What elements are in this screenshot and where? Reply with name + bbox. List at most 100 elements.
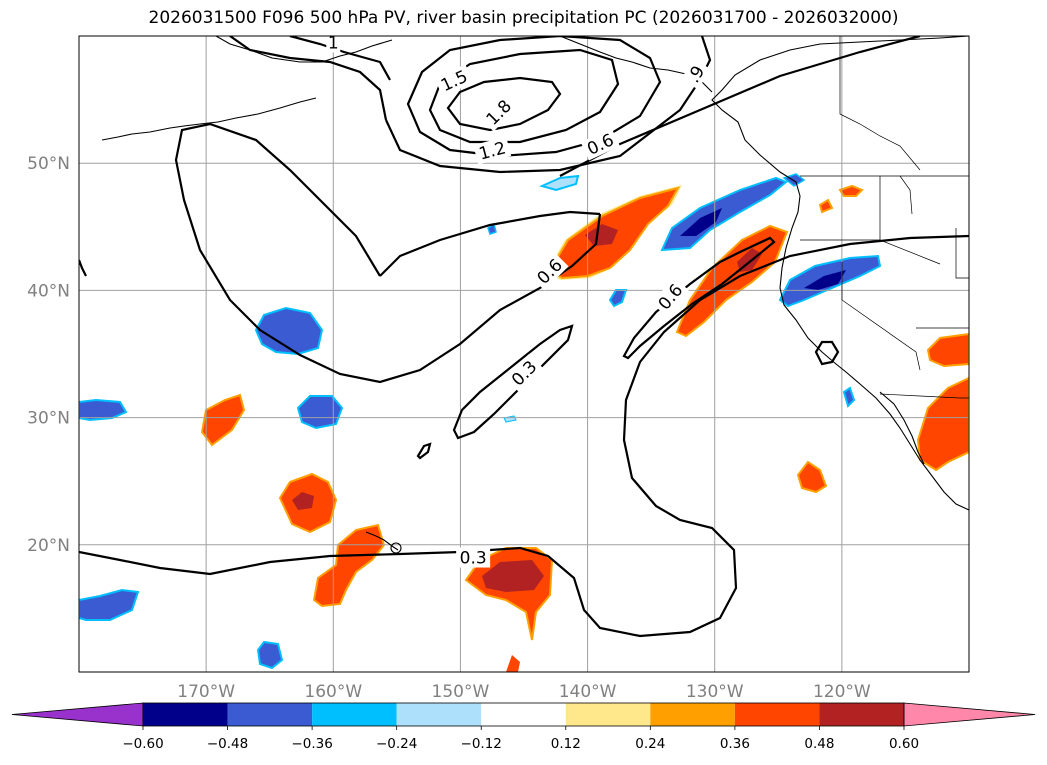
pv-contour-1.5 bbox=[428, 48, 620, 144]
lon-tick-label: 160°W bbox=[304, 682, 362, 702]
coastline-baja bbox=[879, 391, 925, 465]
island-hawaii bbox=[390, 542, 402, 554]
pv-contour-label: 0.3 bbox=[456, 547, 491, 569]
colorbar-tick-label: −0.36 bbox=[291, 736, 332, 752]
border-state bbox=[899, 175, 913, 215]
anomaly-area bbox=[804, 270, 846, 290]
pv-contour-small bbox=[814, 340, 840, 366]
anomaly-area bbox=[842, 386, 856, 408]
coastline-aleutians bbox=[101, 97, 317, 141]
anomaly-area bbox=[296, 395, 344, 430]
colorbar-segment bbox=[734, 703, 820, 726]
gridlines bbox=[79, 36, 969, 672]
chart-title: 2026031500 F096 500 hPa PV, river basin … bbox=[148, 8, 899, 28]
anomaly-area bbox=[200, 393, 246, 447]
border-alaska-canada bbox=[839, 36, 921, 171]
colorbar-segment bbox=[650, 703, 735, 726]
anomaly-area bbox=[608, 289, 628, 308]
pv-contour-label: .9 bbox=[680, 58, 711, 90]
lon-tick-label: 140°W bbox=[559, 682, 617, 702]
pv-contour-label-bg bbox=[326, 32, 341, 53]
pv-contour-label-bg bbox=[680, 58, 711, 90]
colorbar-tick-label: 0.48 bbox=[804, 736, 834, 752]
pv-contour-label-bg bbox=[530, 252, 569, 291]
pv-contour-0.6-closed bbox=[174, 122, 602, 384]
colorbar: −0.60 −0.48 −0.36 −0.24 −0.12 0.12 0.24 0.36 0.4… bbox=[11, 702, 1036, 752]
anomaly-area bbox=[79, 588, 140, 621]
anomaly-area bbox=[312, 523, 386, 608]
pv-contour-label: 1.2 bbox=[473, 136, 512, 165]
pv-contour-0.3 bbox=[452, 324, 574, 440]
colorbar-tick-label: −0.24 bbox=[376, 736, 417, 752]
pv-contour-label-bg bbox=[504, 353, 544, 393]
anomaly-area bbox=[506, 655, 520, 672]
coastline-north-america bbox=[711, 36, 969, 511]
border-us-mexico bbox=[879, 393, 969, 399]
anomaly-area bbox=[292, 492, 314, 510]
anomaly-area bbox=[482, 560, 544, 592]
anomaly-area bbox=[585, 224, 618, 246]
border-state bbox=[955, 228, 969, 279]
pv-contour-1.8 bbox=[446, 76, 562, 132]
colorbar-tick-label: −0.60 bbox=[122, 736, 163, 752]
lon-tick-label: 150°W bbox=[432, 682, 490, 702]
negative-anomaly-areas bbox=[79, 173, 882, 670]
coastline-alaska-peninsula bbox=[215, 36, 393, 63]
colorbar-extend-max bbox=[903, 702, 1036, 727]
pv-contour-label-bg bbox=[473, 136, 512, 165]
pv-contour-label-text: 0.3 bbox=[460, 549, 487, 569]
colorbar-segment bbox=[312, 703, 397, 726]
colorbar-tick-label: −0.48 bbox=[207, 736, 248, 752]
anomaly-area bbox=[79, 398, 128, 422]
colorbar-tick-label: 0.60 bbox=[889, 736, 919, 752]
lat-tick-label: 30°N bbox=[27, 409, 70, 429]
pv-contour-small bbox=[416, 442, 432, 460]
pv-contour-label-bg bbox=[580, 127, 620, 161]
pv-contour-0.3 bbox=[79, 234, 969, 638]
lat-tick-label: 50°N bbox=[27, 154, 70, 174]
colorbar-segment bbox=[396, 703, 482, 726]
pv-contour-label-bg bbox=[456, 547, 491, 568]
pv-contour-1.2 bbox=[406, 36, 662, 158]
anomaly-area bbox=[818, 198, 834, 214]
pv-contour-label-bg bbox=[479, 93, 518, 132]
lon-tick-label: 130°W bbox=[686, 682, 744, 702]
anomaly-area bbox=[926, 332, 969, 368]
anomaly-area bbox=[503, 415, 517, 423]
border-state bbox=[879, 176, 941, 265]
anomaly-area bbox=[254, 306, 324, 356]
precip-anomaly-fills bbox=[79, 173, 969, 672]
pv-contour-label: 1.5 bbox=[434, 64, 474, 97]
map-frame bbox=[78, 35, 970, 673]
pv-contour-label-bg bbox=[434, 64, 474, 97]
pv-contour-label: 1 bbox=[326, 32, 341, 53]
pv-contours bbox=[79, 36, 969, 638]
pv-contour-0.6 bbox=[379, 210, 601, 277]
pv-contour-0.3-tail bbox=[79, 259, 87, 277]
pv-contour-label-bg bbox=[651, 277, 689, 317]
anomaly-area bbox=[916, 376, 969, 472]
lon-tick-label: 120°W bbox=[813, 682, 871, 702]
colorbar-frame bbox=[142, 702, 905, 727]
colorbar-tick-label: 0.36 bbox=[720, 736, 750, 752]
colorbar-tick-label: 0.12 bbox=[551, 736, 581, 752]
colorbar-tick-label: 0.24 bbox=[635, 736, 665, 752]
anomaly-area bbox=[680, 208, 722, 236]
colorbar-tick-label: −0.12 bbox=[461, 736, 502, 752]
colorbar-segment bbox=[143, 703, 228, 726]
colorbar-extend-min bbox=[11, 702, 144, 727]
anomaly-area bbox=[256, 640, 284, 670]
anomaly-area bbox=[838, 184, 864, 197]
border-state bbox=[841, 262, 921, 371]
pv-contour-label: 0.3 bbox=[504, 353, 544, 393]
colorbar-segment bbox=[565, 703, 651, 726]
pv-contour-0.9 bbox=[229, 36, 388, 121]
colorbar-segment bbox=[227, 703, 313, 726]
pv-contour-label-text: 1 bbox=[328, 33, 339, 53]
lon-tick-label: 170°W bbox=[177, 682, 235, 702]
pv-contour-label: 0.6 bbox=[580, 127, 620, 161]
lat-tick-label: 40°N bbox=[27, 281, 70, 301]
anomaly-area bbox=[796, 460, 828, 494]
coastline-hawaii bbox=[365, 531, 399, 551]
